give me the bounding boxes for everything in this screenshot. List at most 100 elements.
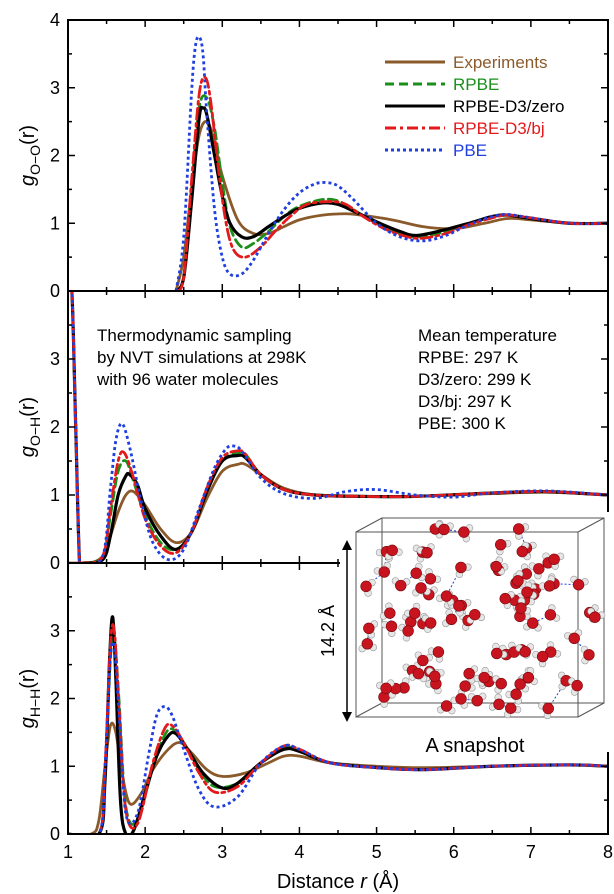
y-tick-label: 2 xyxy=(50,417,60,437)
x-tick-label: 2 xyxy=(140,842,150,862)
temperature-annotation-line: D3/bj: 297 K xyxy=(418,392,512,411)
water-molecule xyxy=(463,665,479,684)
water-molecule xyxy=(363,620,379,639)
y-tick-label: 3 xyxy=(50,78,60,98)
water-molecule xyxy=(404,602,421,619)
water-molecule xyxy=(516,541,531,561)
water-molecule xyxy=(492,675,507,694)
water-molecule xyxy=(580,645,595,665)
water-molecule xyxy=(528,562,545,580)
y-tick-label: 2 xyxy=(50,146,60,166)
water-molecule xyxy=(358,638,378,653)
x-tick-label: 4 xyxy=(294,842,304,862)
x-tick-label: 7 xyxy=(526,842,536,862)
y-tick-label: 0 xyxy=(50,824,60,844)
y-tick-label: 0 xyxy=(50,281,60,301)
water-molecule xyxy=(373,561,391,578)
water-molecule xyxy=(538,575,556,592)
water-molecule xyxy=(450,693,469,709)
water-molecule xyxy=(512,570,528,588)
water-molecule xyxy=(408,667,428,683)
y-tick-label: 3 xyxy=(50,349,60,369)
water-molecule xyxy=(491,642,508,660)
legend-label-rpbe-d3-bj: RPBE-D3/bj xyxy=(453,119,545,138)
water-molecule xyxy=(567,677,583,696)
water-molecule xyxy=(473,666,490,684)
y-tick-label: 2 xyxy=(50,689,60,709)
x-tick-label: 6 xyxy=(449,842,459,862)
water-molecule xyxy=(455,561,472,578)
y-tick-label: 0 xyxy=(50,553,60,573)
water-molecule xyxy=(384,544,403,561)
series-line-rpbe-d3-bj xyxy=(68,291,608,563)
water-molecule xyxy=(381,620,398,638)
water-molecule xyxy=(425,678,442,695)
water-molecule xyxy=(523,617,542,632)
snapshot-background xyxy=(340,512,610,752)
water-molecule xyxy=(488,693,505,711)
water-molecule xyxy=(521,581,537,600)
water-molecule xyxy=(435,520,454,536)
x-tick-label: 1 xyxy=(63,842,73,862)
sampling-annotation-line: by NVT simulations at 298K xyxy=(97,348,307,367)
water-molecule xyxy=(416,543,435,559)
temperature-annotation-line: PBE: 300 K xyxy=(418,414,507,433)
series-group xyxy=(68,615,608,834)
water-molecule xyxy=(522,667,538,686)
water-molecule xyxy=(587,607,606,623)
water-molecule xyxy=(376,679,395,695)
series-line-experiments xyxy=(174,120,608,291)
water-molecule xyxy=(570,575,589,591)
water-molecule xyxy=(427,646,445,663)
water-molecule xyxy=(538,702,554,720)
temperature-annotation-line: D3/zero: 299 K xyxy=(418,370,532,389)
y-tick-label: 3 xyxy=(50,621,60,641)
water-molecule xyxy=(548,552,565,570)
y-tick-label: 1 xyxy=(50,485,60,505)
legend-label-pbe: PBE xyxy=(453,141,487,160)
water-molecule xyxy=(424,568,442,585)
water-molecule xyxy=(436,590,455,606)
water-molecule xyxy=(544,604,561,622)
water-molecule xyxy=(499,590,515,609)
legend-label-experiments: Experiments xyxy=(453,53,547,72)
legend-label-rpbe-d3-zero: RPBE-D3/zero xyxy=(453,97,564,116)
water-molecule xyxy=(458,524,474,543)
y-axis-label: gO−H(r) xyxy=(17,397,43,457)
water-molecule xyxy=(544,641,562,658)
water-molecule xyxy=(414,651,433,667)
panel-o-o: 0 1 2 3 4 gO−O(r) Experiments RPBE RPBE-D3/zero R… xyxy=(17,10,609,301)
x-axis-label: Distance r (Å) xyxy=(277,870,399,893)
legend: Experiments RPBE RPBE-D3/zero RPBE-D3/bj PBE xyxy=(385,53,564,160)
water-molecule xyxy=(495,538,512,556)
water-molecule xyxy=(421,614,437,633)
sampling-annotation-line: with 96 water molecules xyxy=(96,370,278,389)
series-line-rpbe-d3-bj xyxy=(68,623,608,834)
water-molecule xyxy=(505,688,523,705)
x-tick-label: 3 xyxy=(217,842,227,862)
water-molecule xyxy=(532,650,549,668)
box-size-label: 14.2 Å xyxy=(318,605,338,657)
water-molecules xyxy=(358,519,606,720)
series-line-pbe xyxy=(174,35,608,291)
box-size-arrow xyxy=(342,540,352,722)
water-molecule xyxy=(515,597,532,615)
water-molecule xyxy=(426,667,445,682)
water-molecule xyxy=(391,577,411,592)
water-molecule xyxy=(515,643,535,658)
water-molecule xyxy=(564,629,583,645)
series-group xyxy=(174,35,608,291)
water-molecule xyxy=(360,578,376,597)
sampling-annotation: Thermodynamic sampling by NVT simulations… xyxy=(96,326,307,389)
panel-o-h: 0 1 2 3 gO−H(r) Thermodynamic sampling by NVT … xyxy=(17,290,609,573)
water-molecule xyxy=(467,692,487,707)
water-molecule xyxy=(412,582,431,597)
water-molecule xyxy=(466,608,485,624)
water-molecule xyxy=(379,602,396,620)
water-molecule xyxy=(398,623,414,642)
temperature-annotation-title: Mean temperature xyxy=(418,326,557,345)
x-tick-label: 8 xyxy=(603,842,613,862)
